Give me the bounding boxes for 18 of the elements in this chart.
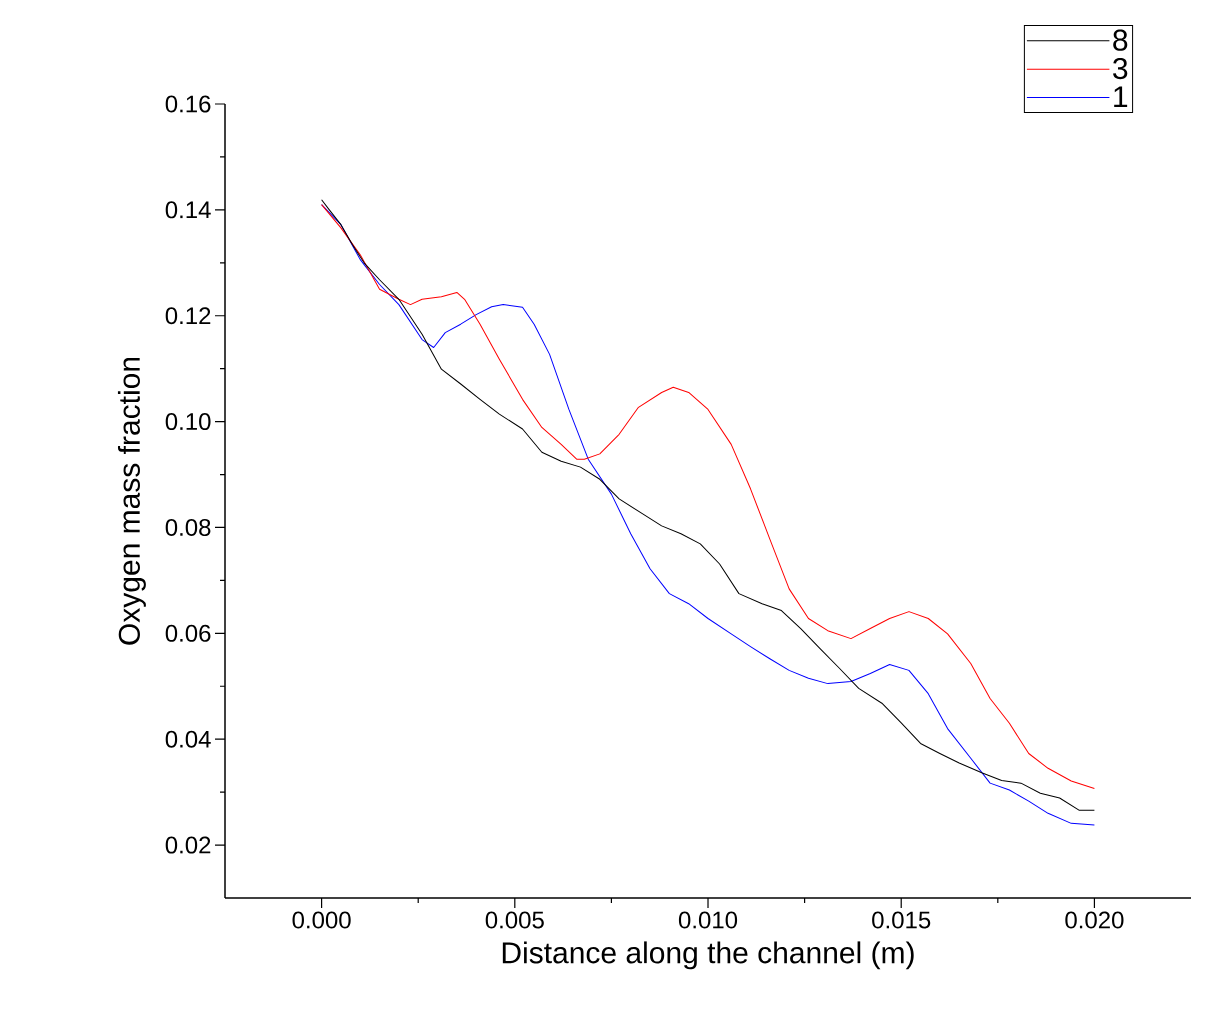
y-axis-title: Oxygen mass fraction	[117, 357, 146, 645]
legend-label: 8	[1113, 29, 1128, 51]
x-tick-label: 0.000	[292, 911, 351, 929]
y-tick-label: 0.06	[165, 624, 211, 642]
legend-label: 1	[1114, 86, 1128, 108]
legend-label: 3	[1113, 57, 1128, 80]
y-tick-label: 0.14	[165, 201, 211, 219]
y-tick-label: 0.16	[165, 95, 211, 113]
y-tick-label: 0.12	[165, 307, 211, 325]
y-tick-label: 0.10	[165, 413, 211, 431]
y-tick-label: 0.08	[165, 518, 211, 536]
x-tick-label: 0.020	[1065, 911, 1124, 929]
x-tick-label: 0.005	[485, 911, 544, 929]
x-tick-label: 0.015	[872, 911, 931, 929]
x-tick-label: 0.010	[678, 911, 738, 929]
y-tick-label: 0.04	[165, 730, 211, 748]
y-tick-label: 0.02	[165, 836, 211, 854]
x-axis-title: Distance along the channel (m)	[502, 941, 914, 970]
